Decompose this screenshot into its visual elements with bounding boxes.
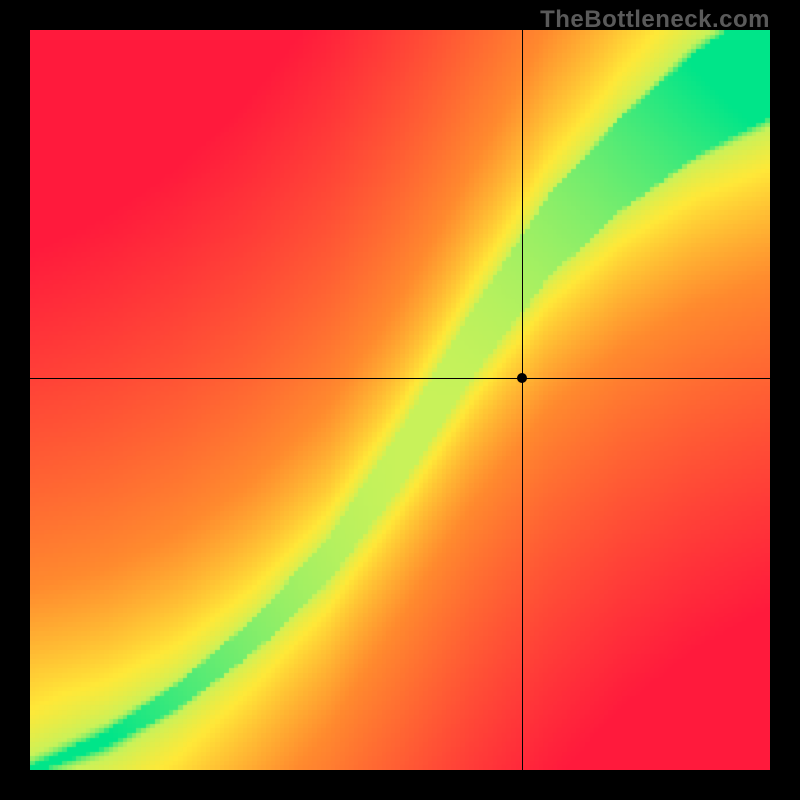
watermark-text: TheBottleneck.com [540,6,770,34]
crosshair-horizontal [30,378,770,379]
heatmap-plot-area [30,30,770,770]
crosshair-vertical [522,30,523,770]
crosshair-marker [517,373,527,383]
bottleneck-heatmap-canvas [30,30,770,770]
